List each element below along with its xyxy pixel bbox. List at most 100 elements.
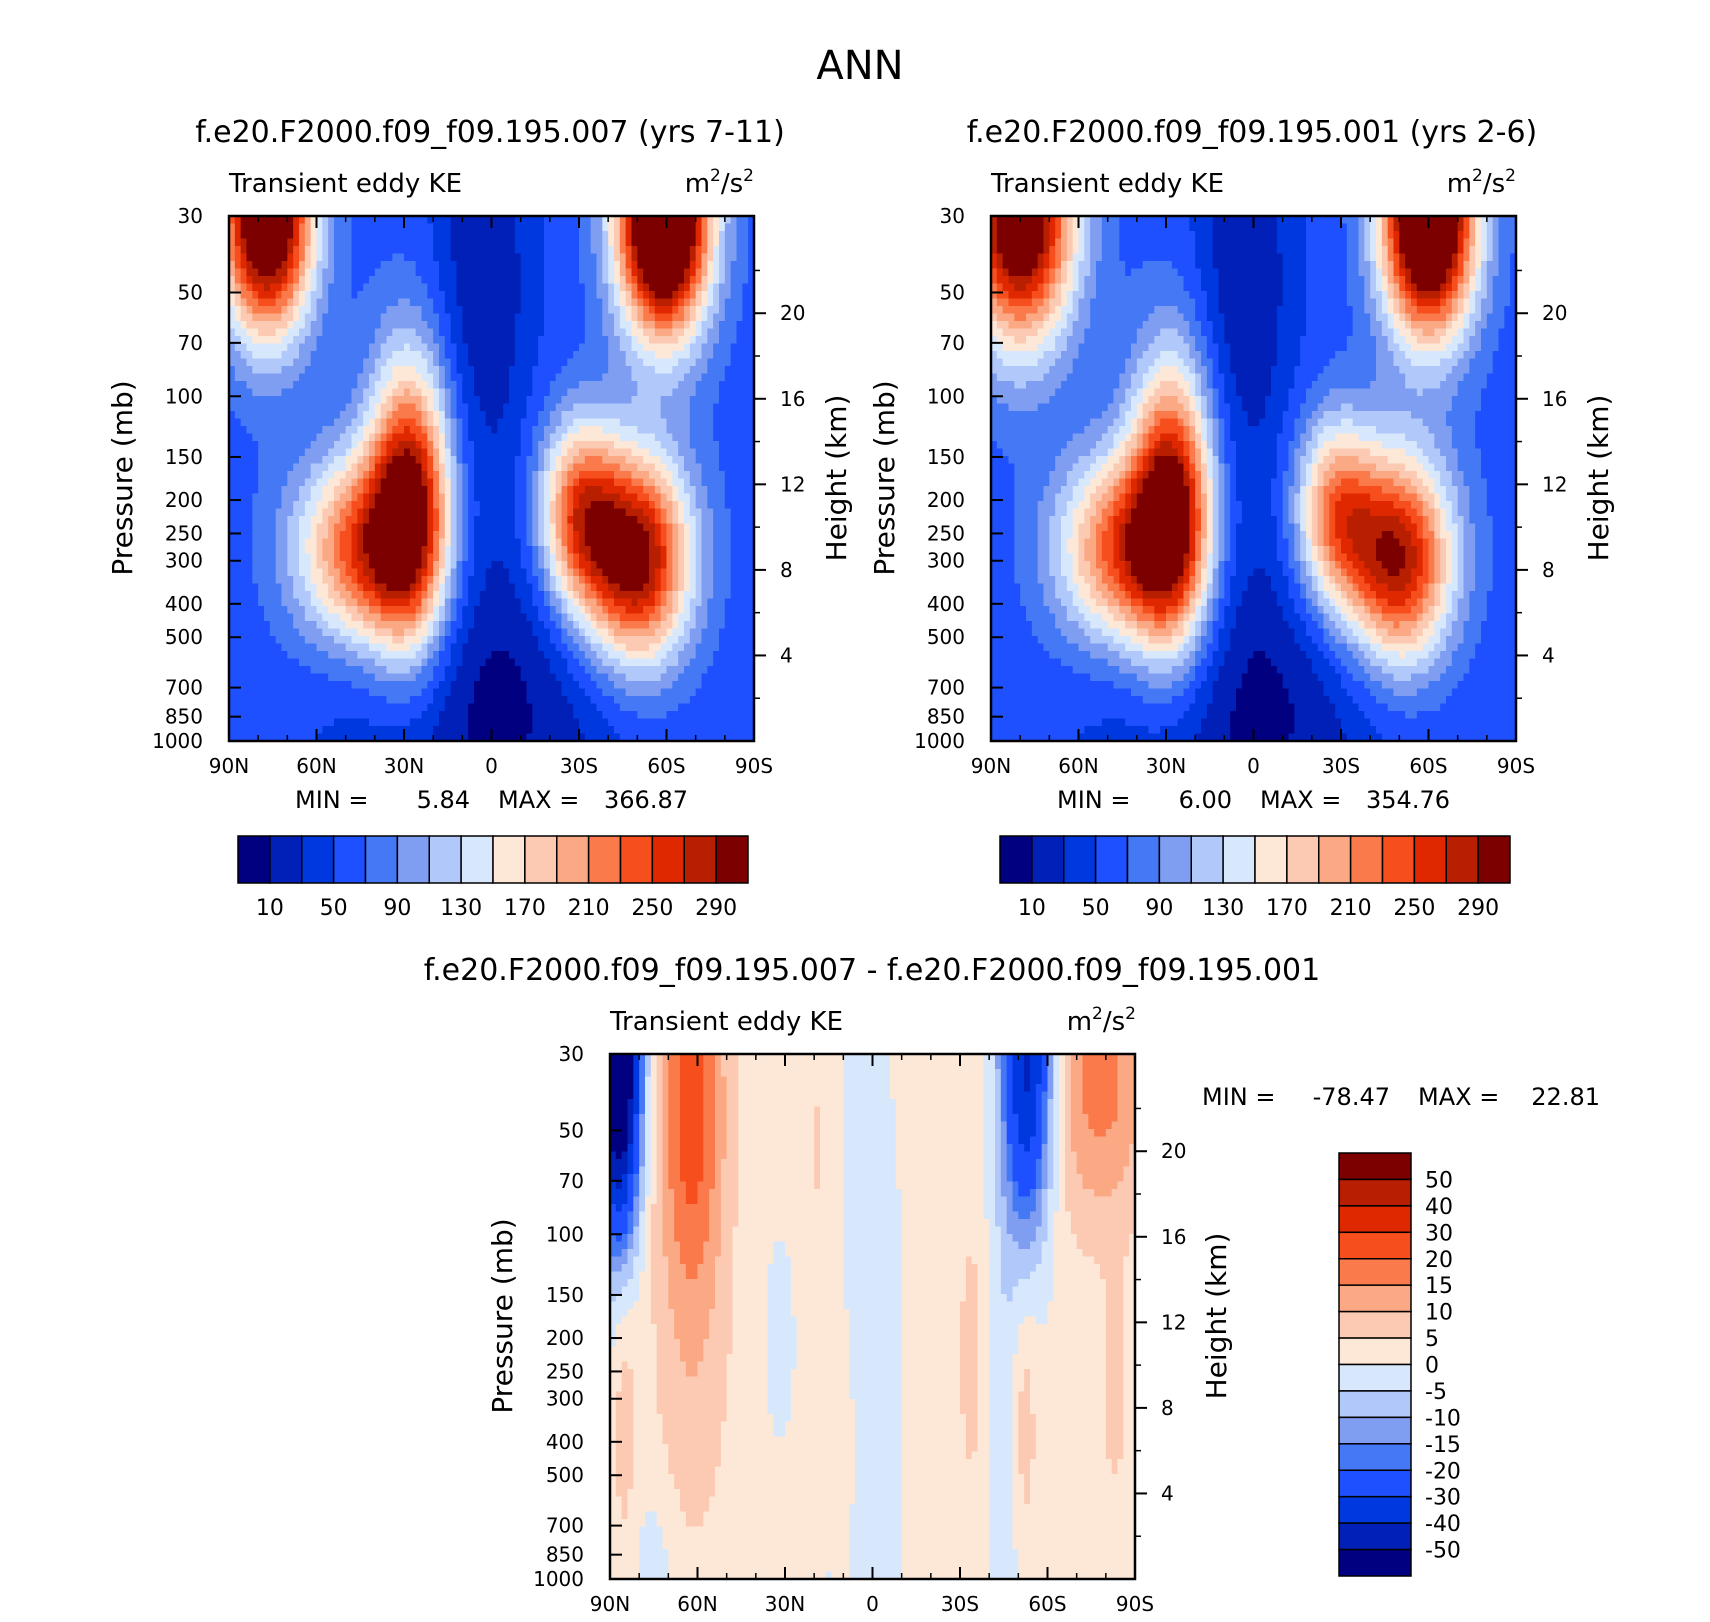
contour-cell [567, 314, 573, 322]
contour-cell [527, 486, 533, 494]
contour-cell [637, 494, 643, 502]
contour-cell [696, 381, 702, 389]
contour-cell [527, 569, 533, 577]
contour-cell [602, 434, 608, 442]
contour-cell [614, 599, 620, 607]
contour-cell [433, 621, 439, 629]
contour-cell [573, 411, 579, 419]
contour-cell [503, 254, 509, 262]
contour-cell [451, 561, 457, 569]
contour-cell [457, 501, 463, 509]
contour-cell [632, 554, 638, 562]
contour-cell [521, 351, 527, 359]
contour-cell [655, 321, 661, 329]
contour-cell [375, 389, 381, 397]
contour-cell [550, 381, 556, 389]
contour-cell [585, 261, 591, 269]
contour-cell [241, 299, 247, 307]
contour-cell [550, 411, 556, 419]
contour-cell [427, 224, 433, 232]
contour-cell [328, 254, 334, 262]
contour-cell [567, 591, 573, 599]
contour-cell [462, 494, 468, 502]
contour-cell [532, 554, 538, 562]
contour-cell [293, 404, 299, 412]
contour-cell [287, 396, 293, 404]
contour-cell [672, 456, 678, 464]
contour-cell [597, 449, 603, 457]
contour-cell [684, 404, 690, 412]
contour-cell [573, 546, 579, 554]
contour-cell [556, 576, 562, 584]
contour-cell [381, 584, 387, 592]
contour-cell [492, 494, 498, 502]
contour-cell [276, 614, 282, 622]
contour-cell [678, 269, 684, 277]
contour-cell [352, 471, 358, 479]
contour-cell [387, 546, 393, 554]
contour-cell [480, 531, 486, 539]
contour-cell [241, 441, 247, 449]
contour-cell [398, 276, 404, 284]
contour-cell [282, 531, 288, 539]
contour-cell [445, 231, 451, 239]
contour-cell [410, 464, 416, 472]
contour-cell [363, 554, 369, 562]
contour-cell [672, 246, 678, 254]
contour-cell [252, 329, 258, 337]
contour-cell [299, 531, 305, 539]
contour-cell [270, 539, 276, 547]
contour-cell [742, 246, 748, 254]
contour-cell [451, 486, 457, 494]
contour-cell [515, 351, 521, 359]
contour-cell [264, 441, 270, 449]
contour-cell [433, 269, 439, 277]
contour-cell [282, 524, 288, 532]
contour-cell [398, 456, 404, 464]
contour-cell [451, 524, 457, 532]
contour-cell [532, 584, 538, 592]
contour-cell [445, 351, 451, 359]
contour-cell [422, 381, 428, 389]
contour-cell [684, 509, 690, 517]
contour-cell [375, 246, 381, 254]
contour-cell [661, 426, 667, 434]
contour-cell [486, 441, 492, 449]
contour-cell [264, 396, 270, 404]
contour-cell [457, 269, 463, 277]
contour-cell [737, 336, 743, 344]
contour-cell [445, 276, 451, 284]
contour-cell [451, 374, 457, 382]
contour-cell [515, 314, 521, 322]
contour-cell [433, 584, 439, 592]
contour-cell [346, 569, 352, 577]
contour-cell [252, 434, 258, 442]
contour-cell [702, 291, 708, 299]
contour-cell [241, 359, 247, 367]
contour-cell [725, 584, 731, 592]
contour-cell [521, 224, 527, 232]
contour-cell [556, 321, 562, 329]
contour-cell [597, 374, 603, 382]
contour-cell [311, 524, 317, 532]
contour-cell [725, 306, 731, 314]
contour-cell [346, 254, 352, 262]
contour-cell [678, 261, 684, 269]
contour-cell [276, 434, 282, 442]
contour-cell [643, 254, 649, 262]
contour-cell [737, 456, 743, 464]
contour-cell [346, 479, 352, 487]
contour-cell [742, 359, 748, 367]
contour-cell [451, 569, 457, 577]
contour-cell [392, 321, 398, 329]
contour-cell [252, 284, 258, 292]
contour-cell [235, 351, 241, 359]
contour-cell [497, 434, 503, 442]
contour-cell [270, 299, 276, 307]
contour-cell [457, 561, 463, 569]
contour-cell [678, 516, 684, 524]
contour-cell [247, 524, 253, 532]
contour-cell [445, 614, 451, 622]
contour-cell [299, 479, 305, 487]
contour-cell [282, 239, 288, 247]
